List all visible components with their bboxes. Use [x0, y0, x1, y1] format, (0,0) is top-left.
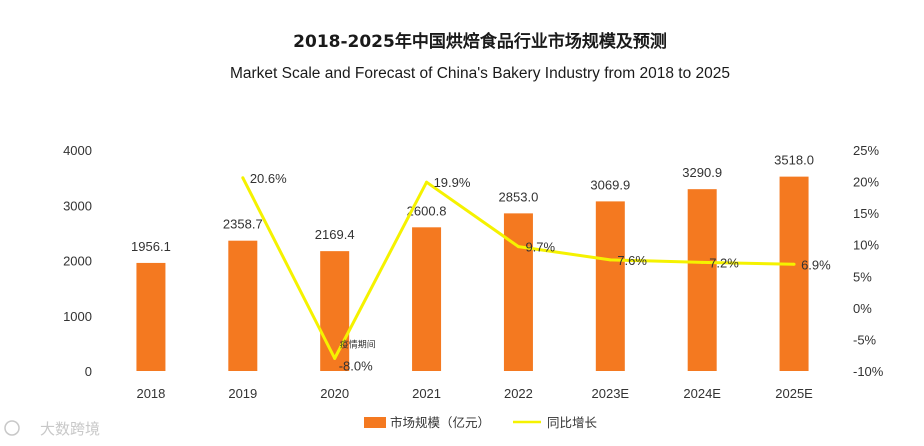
left-tick-label: 0 — [85, 364, 92, 379]
watermark-text: 大数跨境 — [40, 420, 100, 438]
bar-series — [136, 176, 809, 371]
growth-point — [516, 245, 520, 249]
growth-value-label: 6.9% — [801, 257, 831, 272]
growth-value-label: 19.9% — [434, 175, 471, 190]
legend-label-market: 市场规模（亿元） — [390, 415, 490, 430]
growth-line-series — [241, 176, 796, 360]
bar-value-label: 2600.8 — [407, 203, 447, 218]
bar-value-label: 3518.0 — [774, 153, 814, 168]
growth-point — [700, 260, 704, 264]
growth-value-label: 7.2% — [709, 255, 739, 270]
x-tick-label: 2020 — [320, 386, 349, 401]
left-tick-label: 3000 — [63, 198, 92, 213]
left-tick-label: 2000 — [63, 254, 92, 269]
bar — [412, 227, 442, 371]
bar-value-label: 2169.4 — [315, 227, 355, 242]
x-axis: 2018 2019 2020 2021 2022 2023E 2024E 2025E — [136, 386, 813, 401]
x-tick-label: 2018 — [136, 386, 165, 401]
right-tick-label: 5% — [853, 269, 872, 284]
bar — [228, 240, 258, 371]
growth-point — [608, 258, 612, 262]
left-axis: 0 1000 2000 3000 4000 — [63, 143, 92, 379]
bar-value-label: 3069.9 — [590, 177, 630, 192]
right-tick-label: -10% — [853, 364, 884, 379]
bar — [595, 201, 625, 371]
x-tick-label: 2022 — [504, 386, 533, 401]
growth-point — [425, 180, 429, 184]
bar-value-label: 1956.1 — [131, 239, 171, 254]
growth-point — [333, 356, 337, 360]
bar — [779, 176, 809, 371]
growth-labels: 20.6% -8.0% 19.9% 9.7% 7.6% 7.2% 6.9% — [250, 171, 831, 374]
left-tick-label: 4000 — [63, 143, 92, 158]
bar-value-label: 2358.7 — [223, 217, 263, 232]
right-tick-label: -5% — [853, 332, 877, 347]
x-tick-label: 2021 — [412, 386, 441, 401]
watermark-logo-icon — [4, 420, 20, 436]
growth-point — [792, 262, 796, 266]
bar — [136, 262, 166, 371]
bar — [320, 251, 350, 371]
right-tick-label: 10% — [853, 238, 879, 253]
chart-subtitle: Market Scale and Forecast of China's Bak… — [230, 65, 730, 82]
bar-value-label: 3290.9 — [682, 165, 722, 180]
x-tick-label: 2019 — [228, 386, 257, 401]
chart-title: 2018-2025年中国烘焙食品行业市场规模及预测 — [293, 31, 667, 52]
growth-value-label: -8.0% — [339, 358, 373, 373]
bar-labels: 1956.1 2358.7 2169.4 2600.8 2853.0 3069.9 3290… — [131, 153, 814, 254]
growth-value-label: 9.7% — [525, 240, 555, 255]
growth-value-label: 7.6% — [617, 253, 647, 268]
right-tick-label: 15% — [853, 206, 879, 221]
right-tick-label: 0% — [853, 301, 872, 316]
x-tick-label: 2025E — [775, 386, 813, 401]
pandemic-annotation: 疫情期间 — [340, 338, 376, 350]
right-tick-label: 20% — [853, 175, 879, 190]
bar — [687, 189, 717, 371]
watermark: 大数跨境 — [4, 420, 100, 438]
x-tick-label: 2023E — [592, 386, 630, 401]
right-tick-label: 25% — [853, 143, 879, 158]
growth-point — [241, 176, 245, 180]
right-axis: -10% -5% 0% 5% 10% 15% 20% 25% — [853, 143, 884, 379]
legend: 市场规模（亿元） 同比增长 — [364, 415, 598, 430]
legend-label-growth: 同比增长 — [547, 415, 598, 430]
legend-swatch-market — [364, 417, 386, 428]
bar — [503, 213, 533, 371]
bar-value-label: 2853.0 — [499, 189, 539, 204]
growth-value-label: 20.6% — [250, 171, 287, 186]
x-tick-label: 2024E — [683, 386, 721, 401]
left-tick-label: 1000 — [63, 309, 92, 324]
